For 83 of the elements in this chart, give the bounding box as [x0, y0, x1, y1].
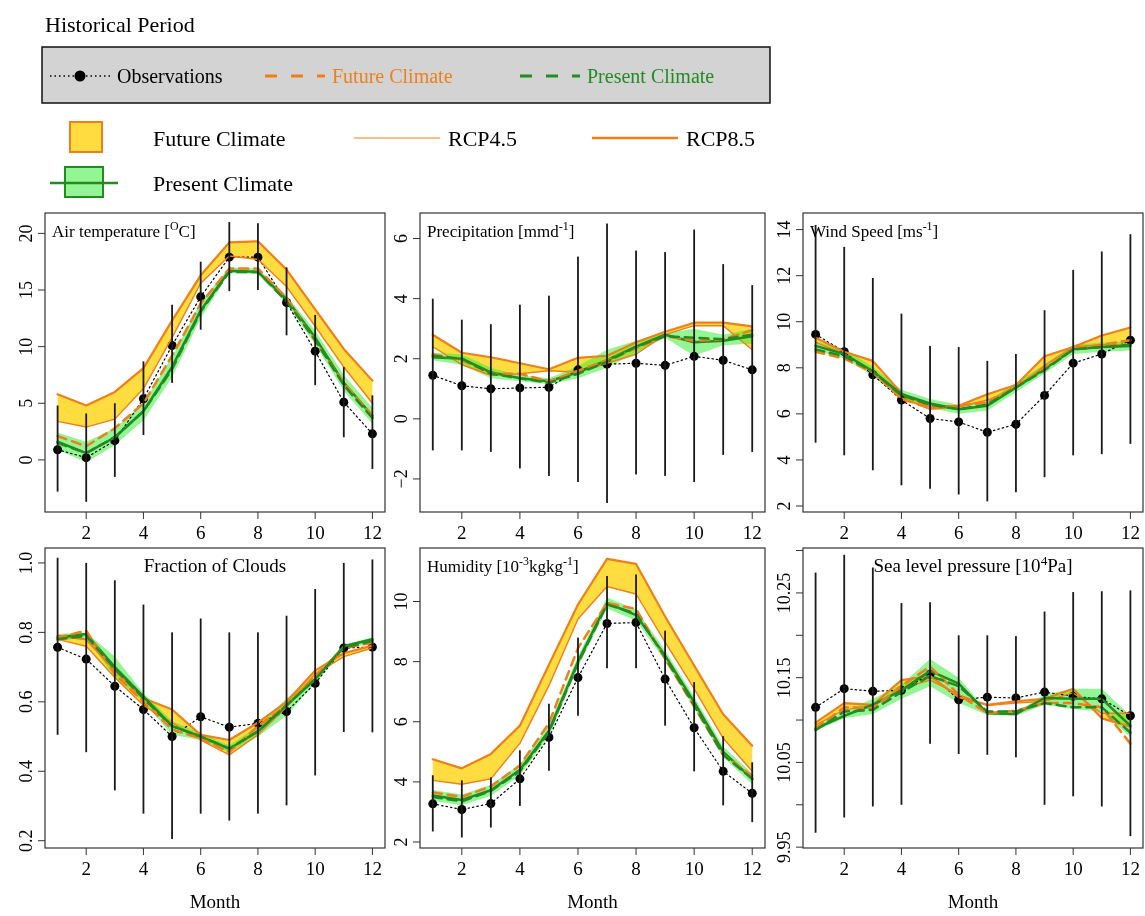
y-tick-label: 6 — [391, 717, 411, 727]
x-tick-label: 12 — [1120, 858, 1140, 879]
text: Precipitation [mmd$^{-1}$] — [427, 219, 575, 241]
y-tick-label: 0.2 — [16, 829, 36, 852]
x-tick-label: 8 — [631, 858, 641, 879]
x-tick-label: 12 — [362, 522, 382, 543]
x-tick-label: 8 — [1011, 522, 1021, 543]
x-tick-label: 6 — [953, 522, 964, 543]
y-tick-label: 20 — [16, 224, 36, 243]
x-tick-label: 10 — [305, 858, 325, 879]
y-tick-label: 10 — [16, 337, 36, 356]
x-tick-label: 12 — [742, 858, 762, 879]
y-tick-label: 9.95 — [774, 831, 794, 863]
x-tick-label: 10 — [1063, 858, 1083, 879]
y-tick-label: 10 — [391, 592, 411, 611]
x-tick-label: 8 — [1011, 858, 1021, 879]
legend-label: Future Climate — [153, 126, 286, 151]
y-tick-label: −2 — [391, 469, 411, 489]
chart-title: Air temperature [$^{O}$C] — [52, 219, 196, 241]
chart-title: Humidity [10$^{-3}$kgkg$^{-1}$] — [427, 554, 579, 576]
y-tick-label: 4 — [391, 777, 411, 787]
x-tick-label: 6 — [573, 858, 583, 879]
y-tick-label: 14 — [774, 220, 794, 239]
y-tick-label: 10 — [774, 312, 794, 331]
x-tick-label: 4 — [896, 522, 907, 543]
y-tick-label: 4 — [391, 294, 411, 304]
y-tick-label: 0.8 — [16, 621, 36, 644]
y-tick-label: 15 — [16, 281, 36, 300]
y-tick-label: 6 — [391, 234, 411, 244]
x-tick-label: 12 — [362, 858, 382, 879]
x-tick-label: 8 — [253, 858, 263, 879]
legend-label: RCP8.5 — [686, 126, 756, 151]
y-tick-label: 2 — [391, 354, 411, 364]
legend-label: Observations — [117, 65, 223, 87]
x-tick-label: 8 — [253, 522, 263, 543]
x-tick-label: 10 — [684, 522, 704, 543]
x-tick-label: 10 — [684, 858, 704, 879]
x-tick-label: 10 — [1063, 522, 1083, 543]
x-axis-title: Month — [947, 891, 999, 912]
y-tick-label: 12 — [774, 266, 794, 285]
chart-title: Fraction of Clouds — [143, 555, 287, 576]
y-tick-label: 10.15 — [774, 657, 794, 698]
x-tick-label: 6 — [195, 858, 206, 879]
x-tick-label: 4 — [515, 858, 526, 879]
x-tick-label: 2 — [457, 858, 467, 879]
y-tick-label: 2 — [774, 501, 794, 511]
legend-label: Present Climate — [587, 65, 715, 87]
x-tick-label: 4 — [138, 858, 149, 879]
x-tick-label: 6 — [573, 522, 583, 543]
legend-label: RCP4.5 — [448, 126, 518, 151]
text: Future Climate — [332, 65, 453, 87]
x-tick-label: 2 — [457, 522, 467, 543]
x-tick-label: 4 — [515, 522, 526, 543]
x-axis-title: Month — [567, 891, 619, 912]
x-tick-label: 2 — [839, 858, 849, 879]
legend-label: Present Climate — [153, 171, 293, 196]
y-tick-label: 4 — [774, 455, 794, 465]
x-tick-label: 12 — [742, 522, 762, 543]
y-tick-label: 8 — [774, 363, 794, 373]
y-tick-label: 10.25 — [774, 572, 794, 614]
x-tick-label: 6 — [953, 858, 964, 879]
x-tick-label: 2 — [81, 522, 91, 543]
y-tick-label: 10.05 — [774, 742, 794, 783]
y-tick-label: 0.4 — [16, 760, 36, 783]
y-tick-label: 0 — [16, 455, 36, 465]
x-axis-title: Month — [189, 891, 241, 912]
y-tick-label: 6 — [774, 409, 794, 419]
y-tick-label: 1.0 — [16, 551, 36, 575]
x-tick-label: 2 — [81, 858, 91, 879]
x-tick-label: 10 — [305, 522, 325, 543]
x-tick-label: 8 — [631, 522, 641, 543]
x-tick-label: 6 — [195, 522, 206, 543]
x-tick-label: 12 — [1120, 522, 1140, 543]
chart-title: Sea level pressure [10$^{4}$Pa] — [873, 552, 1073, 576]
x-tick-label: 4 — [138, 522, 149, 543]
y-tick-label: 0 — [391, 414, 411, 424]
y-tick-label: 0.6 — [16, 690, 36, 714]
y-tick-label: 2 — [391, 837, 411, 847]
y-tick-label: 8 — [391, 657, 411, 667]
x-tick-label: 4 — [896, 858, 907, 879]
x-tick-label: 2 — [839, 522, 849, 543]
y-tick-label: 5 — [16, 398, 36, 408]
legend-title: Historical Period — [45, 12, 195, 37]
